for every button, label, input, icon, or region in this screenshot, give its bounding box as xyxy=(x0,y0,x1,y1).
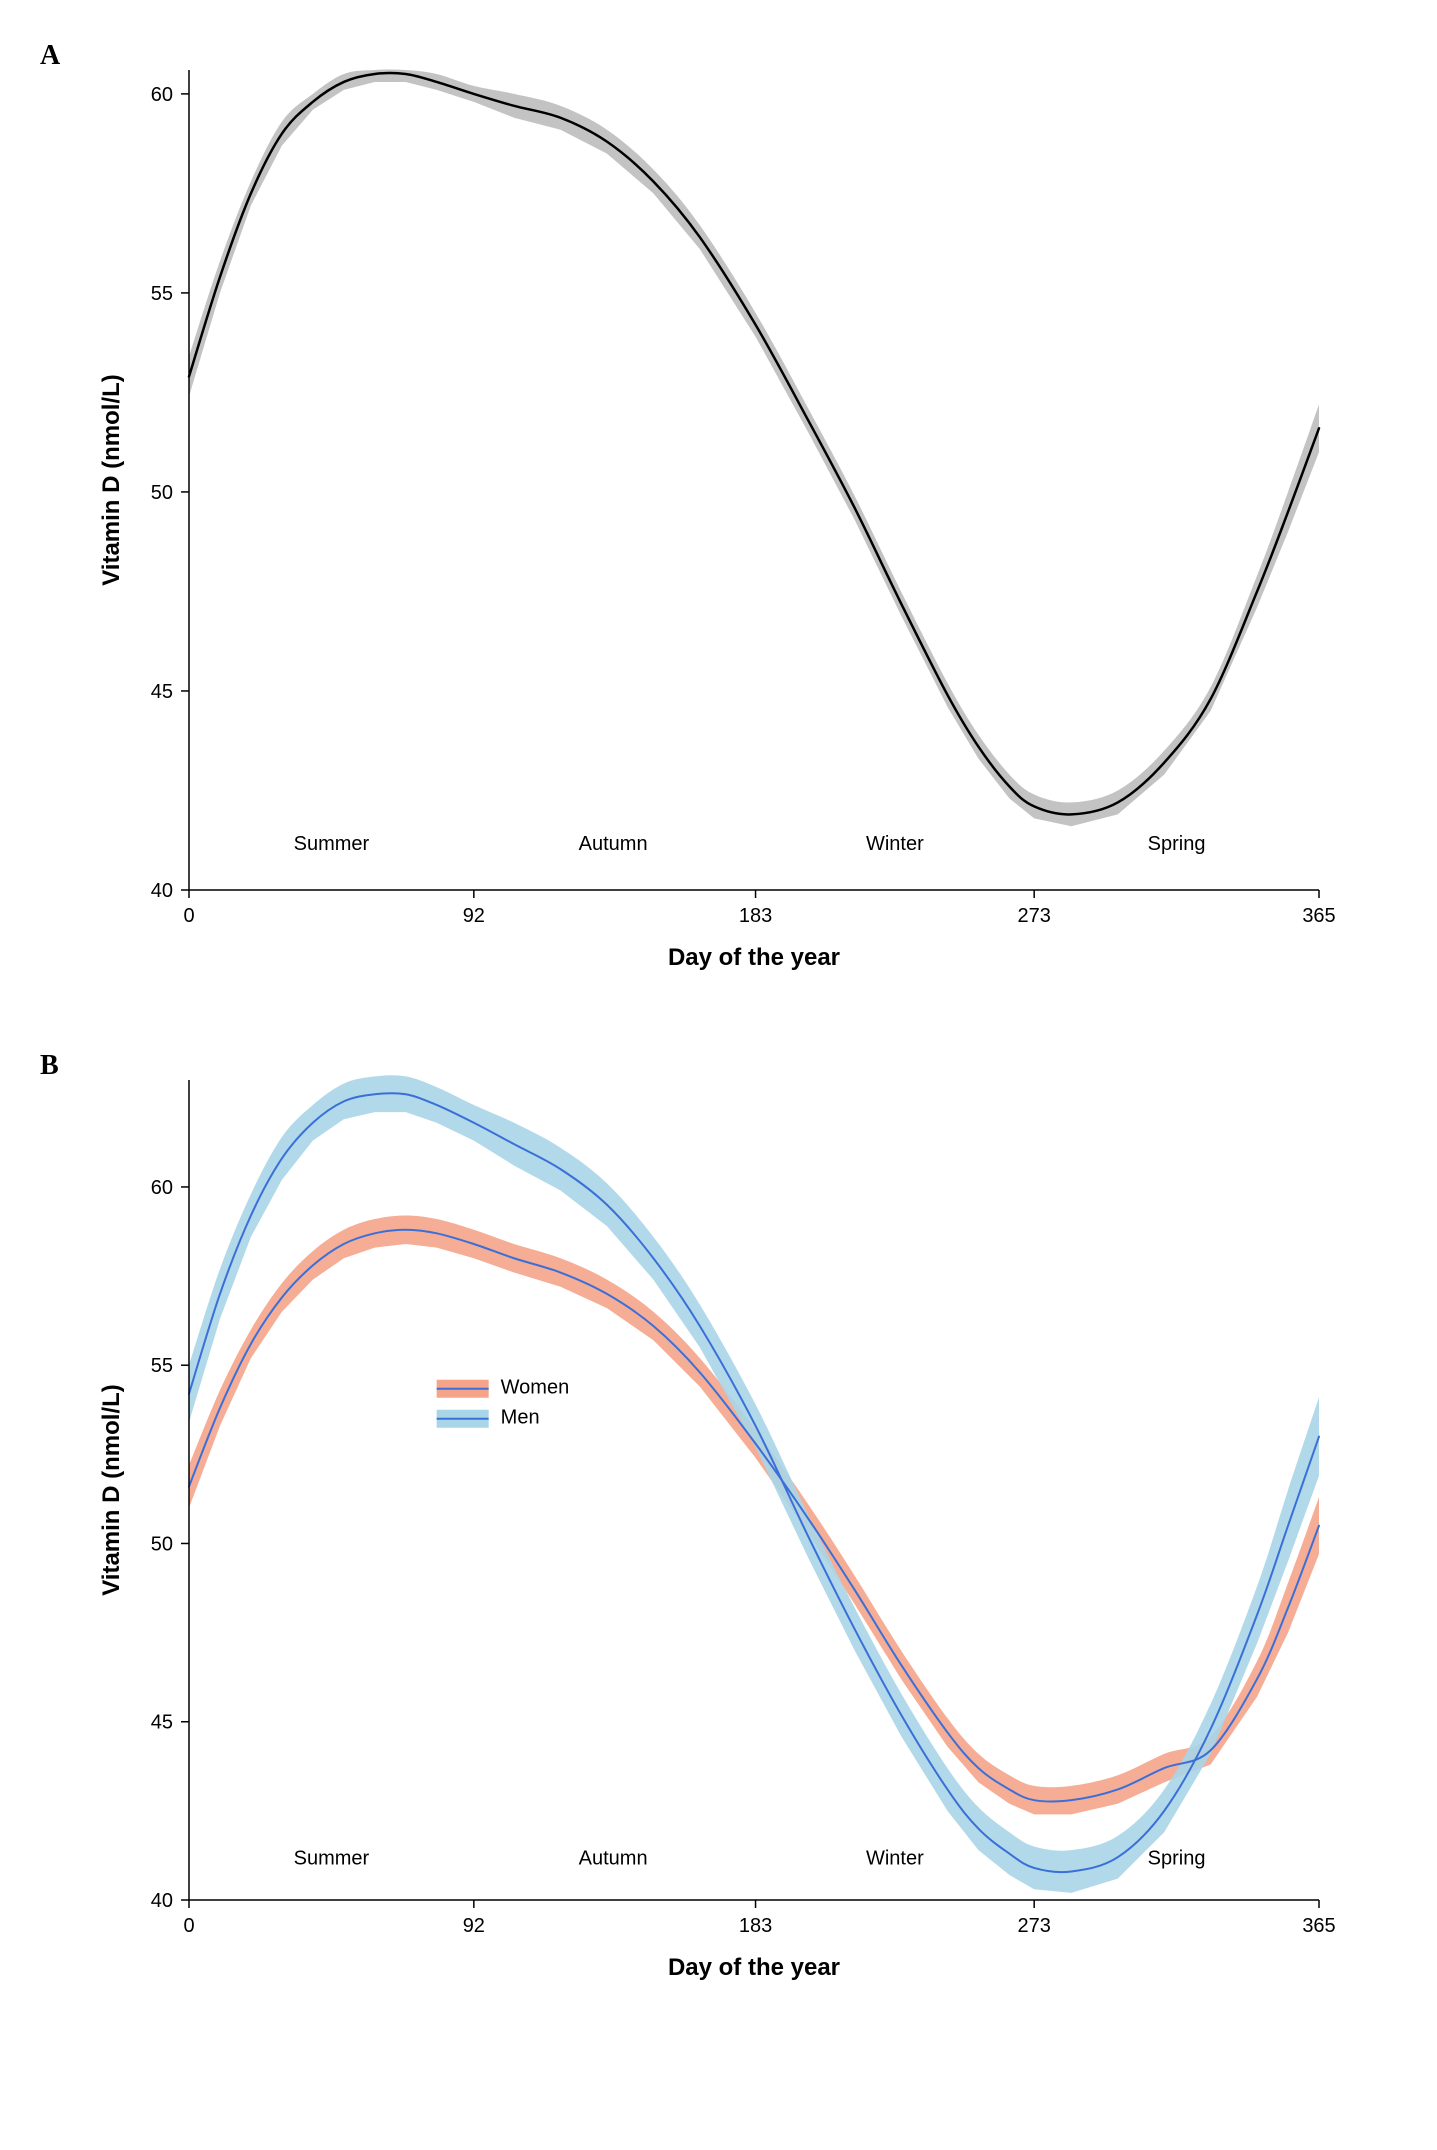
y-tick-label: 55 xyxy=(150,1355,172,1377)
x-tick-label: 183 xyxy=(738,905,771,927)
x-tick-label: 0 xyxy=(183,1915,194,1937)
y-tick-label: 60 xyxy=(150,1177,172,1199)
panel-a-label: A xyxy=(40,40,60,72)
y-axis-title: Vitamin D (nmol/L) xyxy=(98,1384,125,1596)
x-axis-title: Day of the year xyxy=(667,944,839,971)
x-tick-label: 0 xyxy=(183,905,194,927)
x-tick-label: 273 xyxy=(1017,1915,1050,1937)
y-tick-label: 55 xyxy=(150,283,172,305)
x-axis-title: Day of the year xyxy=(667,1954,839,1981)
y-tick-label: 45 xyxy=(150,1712,172,1734)
season-label: Summer xyxy=(293,1847,369,1869)
x-tick-label: 365 xyxy=(1302,1915,1335,1937)
x-tick-label: 273 xyxy=(1017,905,1050,927)
y-tick-label: 40 xyxy=(150,1890,172,1912)
season-label: Autumn xyxy=(578,1847,647,1869)
panel-b: B 0 92 183 273 365 Day of the year 40 45 50 55 60 V… xyxy=(40,1050,1397,2010)
x-tick-label: 92 xyxy=(462,905,484,927)
legend-label: Men xyxy=(500,1407,539,1429)
y-tick-label: 50 xyxy=(150,1533,172,1555)
season-label: Winter xyxy=(865,833,923,855)
y-axis-title: Vitamin D (nmol/L) xyxy=(98,374,125,586)
y-tick-label: 45 xyxy=(150,681,172,703)
x-tick-label: 92 xyxy=(462,1915,484,1937)
legend-label: Women xyxy=(500,1377,569,1399)
figure: A 0 92 183 273 365 Day of the year 40 45 50 55 60 V… xyxy=(40,40,1397,2010)
panel-b-label: B xyxy=(40,1050,59,1082)
panel-a-chart: 0 92 183 273 365 Day of the year 40 45 50 55 60 Vit… xyxy=(79,40,1359,1000)
y-tick-label: 50 xyxy=(150,482,172,504)
season-label: Autumn xyxy=(578,833,647,855)
panel-a: A 0 92 183 273 365 Day of the year 40 45 50 55 60 V… xyxy=(40,40,1397,1000)
season-label: Spring xyxy=(1147,1847,1205,1869)
y-tick-label: 40 xyxy=(150,880,172,902)
season-label: Summer xyxy=(293,833,369,855)
x-tick-label: 365 xyxy=(1302,905,1335,927)
y-tick-label: 60 xyxy=(150,84,172,106)
x-tick-label: 183 xyxy=(738,1915,771,1937)
season-label: Winter xyxy=(865,1847,923,1869)
panel-b-chart: 0 92 183 273 365 Day of the year 40 45 50 55 60 Vit… xyxy=(79,1050,1359,2010)
season-label: Spring xyxy=(1147,833,1205,855)
